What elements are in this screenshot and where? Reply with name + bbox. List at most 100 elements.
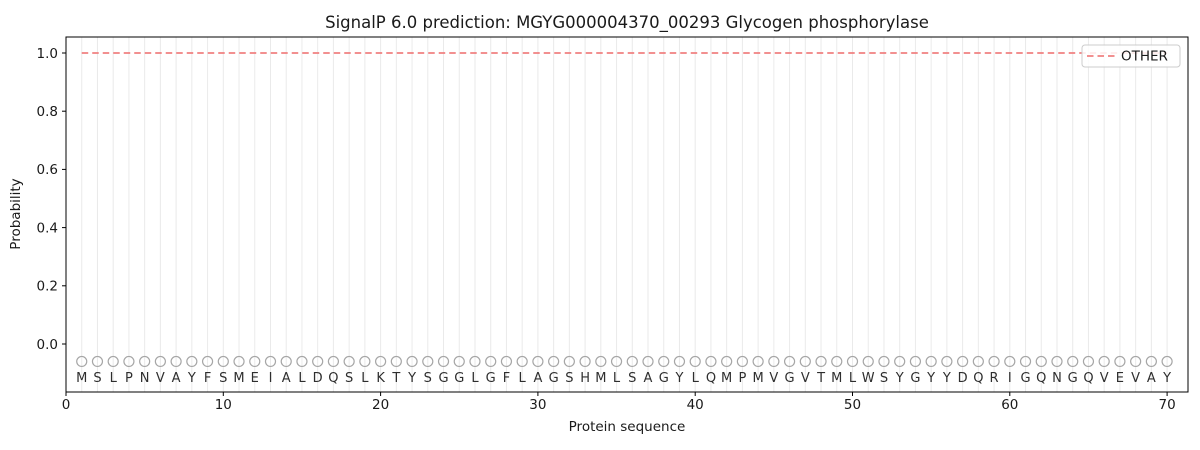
y-tick-label: 1.0 [37, 46, 58, 62]
residue-marker-circle [626, 355, 638, 368]
residue-letter: T [816, 371, 825, 386]
residue-marker-circle [941, 355, 953, 368]
residue-marker-circle [1130, 355, 1142, 368]
residue-letter: L [471, 371, 479, 386]
residue-marker-circle [312, 355, 324, 368]
residue-letter: L [519, 371, 527, 386]
residue-letter: S [628, 371, 636, 386]
residue-letter: V [156, 371, 165, 386]
residue-marker-circle [736, 355, 748, 368]
residue-letter: M [721, 371, 732, 386]
residue-marker-circle [658, 355, 670, 368]
residue-marker-circle [516, 355, 528, 368]
residue-letter: Y [1162, 371, 1171, 386]
residue-marker-circle [1051, 355, 1063, 368]
residue-marker-circle [280, 355, 292, 368]
residue-letter: Y [942, 371, 951, 386]
residue-letter: L [613, 371, 621, 386]
y-tick-label: 0.8 [37, 104, 58, 120]
chart-title: SignalP 6.0 prediction: MGYG000004370_00… [325, 13, 929, 33]
residue-letter: T [391, 371, 400, 386]
residue-marker-circle [123, 355, 135, 368]
x-tick-label: 70 [1159, 397, 1176, 413]
residue-letter: L [361, 371, 369, 386]
residue-letter: L [692, 371, 700, 386]
residue-marker-circle [988, 355, 1000, 368]
x-tick-label: 0 [62, 397, 71, 413]
residue-marker-circle [76, 355, 88, 368]
residue-letter: L [298, 371, 306, 386]
residue-marker-circle [925, 355, 937, 368]
residue-marker-circle [972, 355, 984, 368]
residue-letter: Y [895, 371, 904, 386]
residue-marker-circle [610, 355, 623, 368]
residue-letter: Y [407, 371, 416, 386]
legend: OTHER [1081, 44, 1181, 68]
residue-letter: G [438, 371, 448, 386]
x-tick-label: 30 [529, 397, 546, 413]
residue-letter: M [233, 371, 244, 386]
residue-marker-circle [186, 355, 198, 368]
residue-marker-circle [768, 355, 780, 368]
y-tick-label: 0.4 [37, 220, 58, 236]
residue-letter: G [486, 371, 496, 386]
residue-marker-circle [894, 355, 906, 368]
residue-letter: A [282, 371, 291, 386]
residue-letter: E [1116, 371, 1124, 386]
residue-marker-circle [1019, 355, 1032, 368]
residue-marker-circle [406, 355, 418, 368]
residue-letter: I [269, 371, 273, 386]
residue-marker-circle [264, 355, 277, 368]
x-tick-label: 20 [372, 397, 389, 413]
residue-letter: P [125, 371, 133, 386]
residue-marker-circle [249, 355, 261, 368]
y-tick-label: 0.6 [37, 162, 58, 178]
residue-marker-circle [327, 355, 340, 368]
residue-letter: S [93, 371, 101, 386]
residue-marker-circle [595, 355, 607, 368]
residue-letter: L [849, 371, 857, 386]
residue-letter: D [958, 371, 968, 386]
residue-marker-circle [642, 355, 654, 368]
y-tick-label: 0.0 [37, 337, 58, 353]
residue-marker-circle [375, 355, 387, 368]
residue-letter: V [801, 371, 810, 386]
residue-marker-circle [563, 355, 575, 368]
residue-letter: V [769, 371, 778, 386]
residue-marker-circle [1067, 355, 1079, 368]
residue-marker-circle [1114, 355, 1126, 368]
y-tick-label: 0.2 [37, 279, 58, 295]
x-tick-label: 10 [215, 397, 232, 413]
residue-marker-circle [201, 355, 214, 368]
residue-letter: L [110, 371, 118, 386]
residue-letter: G [659, 371, 669, 386]
residue-letter: A [533, 371, 542, 386]
residue-letter: H [580, 371, 590, 386]
residue-letter: S [219, 371, 227, 386]
residue-letter: I [1008, 371, 1012, 386]
residue-letter: M [753, 371, 764, 386]
residue-letter: M [831, 371, 842, 386]
residue-letter: W [862, 371, 875, 386]
residue-marker-circle [217, 355, 229, 368]
residue-letter: G [1020, 371, 1030, 386]
plot-border [65, 36, 1189, 393]
residue-marker-circle [532, 355, 544, 368]
residue-marker-circle [815, 355, 827, 368]
residue-marker-circle [878, 355, 890, 368]
residue-letter: Y [926, 371, 935, 386]
residue-letter: Q [328, 371, 338, 386]
residue-letter: V [1100, 371, 1109, 386]
residue-letter: M [595, 371, 606, 386]
residue-letter: Y [187, 371, 196, 386]
residue-letter: F [204, 371, 211, 386]
x-tick-label: 60 [1001, 397, 1018, 413]
residue-letter: N [140, 371, 150, 386]
residue-marker-circle [862, 355, 874, 368]
residue-letter: P [738, 371, 746, 386]
residue-letter: A [1147, 371, 1156, 386]
residue-letter: V [1131, 371, 1140, 386]
x-tick-label: 50 [844, 397, 861, 413]
